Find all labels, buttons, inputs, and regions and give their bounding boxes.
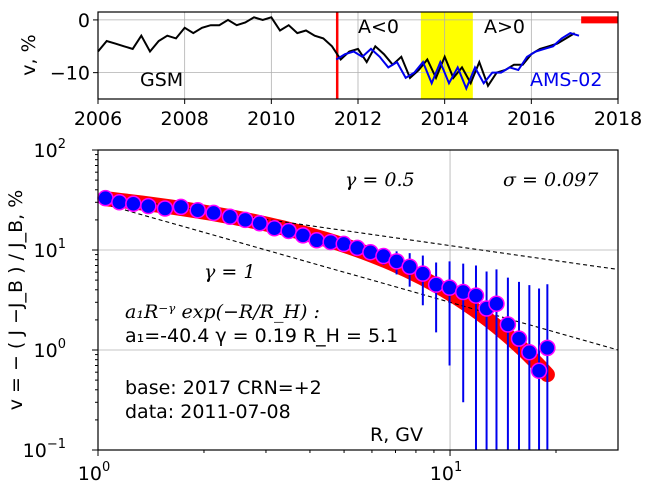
bottom-y-tick-label: 102 bbox=[34, 137, 66, 162]
annotation-data-date: data: 2011-07-08 bbox=[125, 401, 291, 423]
bottom-x-tick-label: 100 bbox=[78, 460, 110, 485]
data-point bbox=[251, 215, 268, 232]
data-point bbox=[266, 220, 283, 237]
bottom-y-tick-label: 101 bbox=[34, 237, 66, 262]
data-point bbox=[510, 330, 528, 347]
data-point bbox=[401, 258, 418, 275]
data-point bbox=[539, 339, 556, 357]
annotation-gamma-half: γ = 0.5 bbox=[345, 169, 415, 191]
data-point bbox=[521, 343, 538, 361]
annotation-fit-params: a₁=-40.4 γ = 0.19 R_H = 5.1 bbox=[125, 325, 398, 347]
data-point bbox=[125, 195, 142, 213]
label-ams02: AMS-02 bbox=[530, 69, 602, 91]
data-point bbox=[97, 189, 114, 207]
label-gsm: GSM bbox=[140, 69, 183, 91]
top-x-tick-label: 2014 bbox=[420, 108, 468, 130]
data-point bbox=[488, 295, 505, 313]
bottom-y-tick-label: 10−1 bbox=[23, 437, 66, 462]
data-point bbox=[335, 235, 353, 253]
data-point bbox=[140, 197, 157, 215]
data-point bbox=[308, 232, 325, 249]
data-point bbox=[530, 362, 548, 380]
annotation-sigma: σ = 0.097 bbox=[503, 169, 599, 191]
top-axis-ticks: 2006 2008 2010 2012 2014 2016 2018 0 −10 bbox=[50, 10, 642, 130]
top-y-tick-label: −10 bbox=[50, 63, 90, 85]
data-point bbox=[205, 204, 222, 222]
data-point bbox=[172, 198, 190, 216]
label-a-positive: A>0 bbox=[484, 16, 525, 38]
top-y-tick-label: 0 bbox=[78, 10, 90, 32]
bottom-y-tick-label: 100 bbox=[34, 337, 66, 362]
annotation-formula: a₁R⁻ᵞ exp(−R/R_H) : bbox=[125, 301, 320, 323]
top-grid bbox=[98, 12, 618, 99]
data-point bbox=[111, 194, 128, 211]
data-point bbox=[237, 211, 254, 229]
data-point bbox=[221, 208, 239, 226]
top-x-tick-label: 2016 bbox=[507, 108, 555, 130]
data-point bbox=[441, 279, 458, 296]
top-x-tick-label: 2012 bbox=[334, 108, 382, 130]
series-ams02-line bbox=[335, 32, 580, 92]
top-x-tick-label: 2006 bbox=[74, 108, 122, 130]
x-axis-label: R, GV bbox=[370, 424, 423, 446]
data-point bbox=[414, 265, 432, 282]
data-point bbox=[467, 287, 485, 304]
bottom-x-tick-label: 101 bbox=[430, 460, 462, 485]
data-points bbox=[97, 189, 556, 380]
label-a-negative: A<0 bbox=[358, 16, 399, 38]
data-point bbox=[189, 201, 206, 219]
top-panel: 2006 2008 2010 2012 2014 2016 2018 0 −10 GSM A<0… bbox=[18, 10, 642, 130]
annotation-gamma-one: γ = 1 bbox=[204, 261, 255, 283]
data-point bbox=[294, 227, 312, 244]
top-x-tick-label: 2008 bbox=[160, 108, 208, 130]
data-point bbox=[427, 276, 445, 293]
annotation-base: base: 2017 CRN=+2 bbox=[125, 377, 322, 399]
top-x-tick-label: 2018 bbox=[594, 108, 642, 130]
data-point bbox=[499, 316, 517, 333]
bottom-panel: 100 101 10−1 100 101 102 γ = 0.5 σ = 0.097 γ … bbox=[5, 137, 619, 485]
reference-line-gamma-1 bbox=[97, 201, 619, 351]
top-x-tick-label: 2010 bbox=[247, 108, 295, 130]
bottom-y-axis-label: v = − ( J −J_B ) / J_B, % bbox=[5, 190, 27, 411]
top-y-axis-label: v, % bbox=[18, 34, 40, 75]
bottom-plot-frame bbox=[97, 149, 619, 451]
series-gsm-line bbox=[97, 16, 576, 89]
data-point bbox=[280, 222, 297, 240]
data-point bbox=[156, 200, 174, 217]
